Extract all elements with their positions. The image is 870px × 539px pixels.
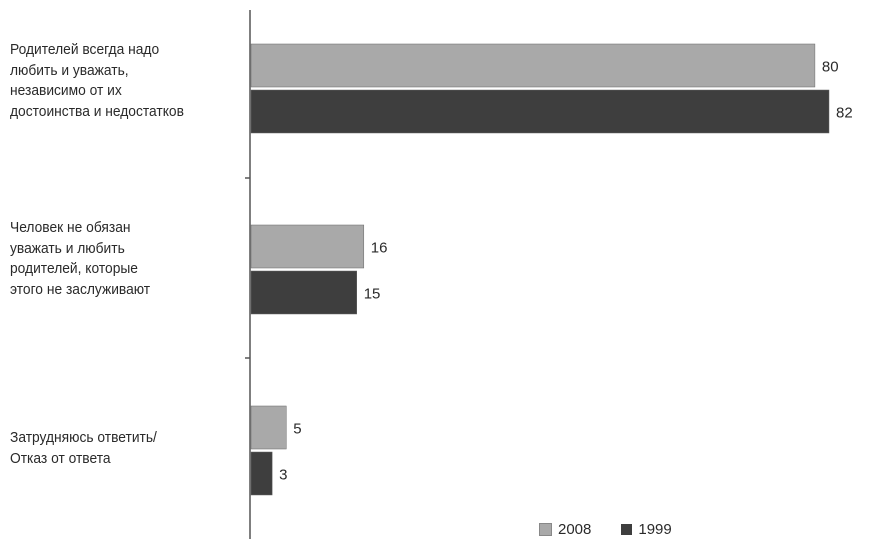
legend-label-2008: 2008 (558, 521, 592, 538)
bar-1999-2 (250, 451, 273, 496)
legend-label-1999: 1999 (638, 521, 672, 538)
data-label-1999-1: 15 (364, 286, 381, 303)
data-label-1999-0: 82 (836, 105, 853, 122)
data-label-2008-0: 80 (822, 59, 839, 76)
category-label-0: Родителей всегда надо любить и уважать, … (10, 41, 184, 120)
legend: 2008 1999 (539, 521, 672, 538)
bar-1999-0 (250, 89, 830, 134)
category-label-1: Человек не обязан уважать и любить родит… (10, 219, 151, 298)
bar-2008-2 (250, 405, 287, 450)
data-label-2008-1: 16 (371, 240, 388, 257)
legend-swatch-1999 (621, 524, 633, 535)
legend-swatch-2008 (539, 523, 552, 536)
data-label-2008-2: 5 (293, 421, 301, 438)
data-label-1999-2: 3 (279, 467, 287, 484)
bar-2008-1 (250, 224, 365, 269)
bar-1999-1 (250, 270, 357, 315)
bar-2008-0 (250, 43, 816, 88)
category-label-2: Затрудняюсь ответить/ Отказ от ответа (10, 429, 157, 467)
